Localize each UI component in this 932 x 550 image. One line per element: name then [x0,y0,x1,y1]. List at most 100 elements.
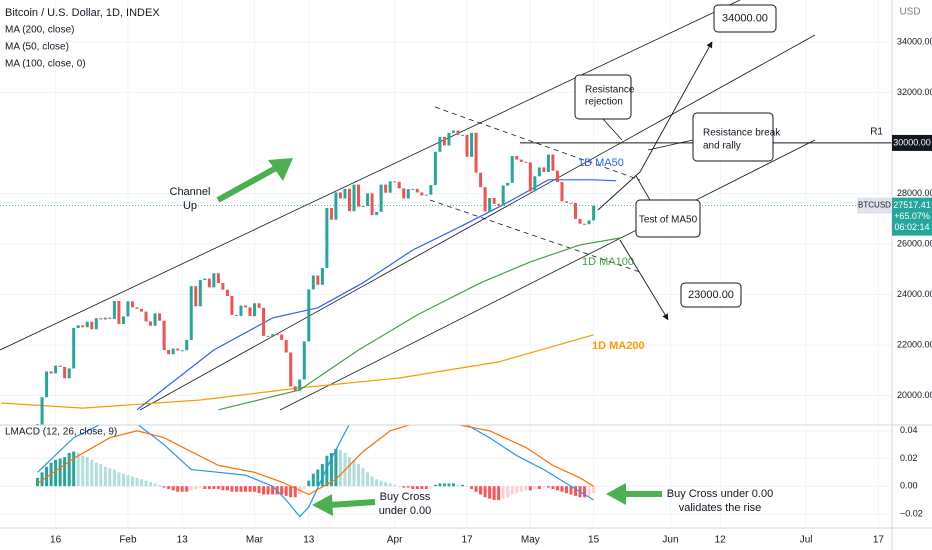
candle-body [99,318,103,320]
candle-body [140,308,144,312]
annotation: and rally [703,141,741,152]
histogram-bar [189,486,193,491]
candle-body [198,280,202,307]
y-tick-label: 0.04 [900,425,918,435]
candle-body [311,275,315,290]
annotation: Buy Cross under 0.00 [667,488,773,500]
candle-body [492,197,496,204]
candle-body [144,311,148,322]
candle-body [329,208,333,220]
candle-body [176,348,180,351]
candle-body [546,154,550,172]
histogram-bar [171,486,175,491]
candle-body [271,334,275,337]
candle-body [112,301,116,319]
histogram-bar [334,448,338,487]
histogram-bar [307,480,311,487]
candle-body [338,192,342,199]
histogram-bar [54,459,58,487]
moving-average [136,179,617,411]
histogram-bar [533,486,537,489]
x-tick-label: 13 [177,535,189,546]
histogram-bar [474,486,478,492]
price-tag-countdown: 06:02:14 [894,222,929,232]
histogram-bar [492,486,496,501]
candle-body [103,317,107,320]
candle-body [415,188,419,193]
histogram-bar [316,469,320,487]
ma-label: 1D MA100 [582,256,634,268]
legend-entry: MA (200, close) [5,25,74,36]
target-label: 23000.00 [688,289,734,301]
candle-body [67,368,71,379]
callout-pointer [647,139,694,151]
histogram-bar [497,486,501,501]
histogram-bar [592,486,596,494]
histogram-bar [239,486,243,492]
histogram-bar [198,486,202,488]
candle-body [447,132,451,146]
candle-body [36,423,40,425]
candle-body [76,325,80,329]
y-tick-label: −0.02 [900,508,923,518]
histogram-bar [185,486,189,492]
histogram-bar [243,486,247,492]
histogram-bar [375,479,379,487]
histogram-bar [72,451,76,487]
symbol-title: Bitcoin / U.S. Dollar, 1D, INDEX [5,7,160,19]
candle-body [506,182,510,186]
histogram-bar [587,486,591,496]
candle-body [352,184,356,212]
histogram-bar [379,480,383,487]
histogram-bar [36,477,40,487]
histogram-bar [162,486,166,488]
x-tick-label: Jul [800,535,813,546]
histogram-bar [397,486,401,487]
candle-body [293,386,297,391]
histogram-bar [329,452,333,487]
candle-body [456,130,460,135]
candle-body [212,273,216,288]
histogram-bar [551,486,555,489]
candle-body [384,184,388,193]
green-arrow-shaft [216,165,278,203]
histogram-bar [361,468,365,487]
histogram-bar [194,486,198,489]
candle-body [117,301,121,324]
candle-body [497,203,501,206]
x-tick-label: Jun [662,535,678,546]
histogram-bar [221,486,225,491]
callout-pointer [602,118,623,141]
macd-line [37,425,594,518]
candle-body [583,223,587,225]
candle-body [121,316,125,324]
histogram-bar [456,484,460,487]
candle-body [167,350,171,355]
histogram-bar [230,486,234,492]
annotation: Test of MA50 [639,215,698,226]
histogram-bar [280,486,284,495]
histogram-bar [438,483,442,487]
candle-body [375,211,379,216]
annotation: Buy Cross [380,491,431,503]
x-tick-label: 13 [303,535,315,546]
histogram-bar [311,473,315,487]
legend-entry: MA (50, close) [5,42,69,53]
candle-body [257,303,261,308]
histogram-bar [158,484,162,487]
y-tick-label: 22000.00 [897,339,932,349]
histogram-bar [63,457,67,487]
candle-body [533,176,537,192]
y-tick-label: 0.00 [900,481,918,491]
candle-body [429,185,433,195]
y-tick-label: 26000.00 [897,238,932,248]
r1-price: 30000.00 [893,137,931,147]
candle-body [379,184,383,212]
annotation: Up [183,200,197,212]
grid [0,0,892,528]
histogram-bar [257,486,261,494]
candle-body [194,286,198,307]
candle-body [63,366,67,379]
